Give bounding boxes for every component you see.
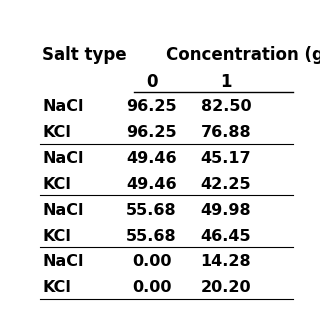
Text: KCl: KCl <box>43 228 71 244</box>
Text: NaCl: NaCl <box>43 99 84 114</box>
Text: 76.88: 76.88 <box>201 125 251 140</box>
Text: 55.68: 55.68 <box>126 228 177 244</box>
Text: Concentration (g: Concentration (g <box>166 46 320 64</box>
Text: KCl: KCl <box>43 177 71 192</box>
Text: 49.46: 49.46 <box>126 177 177 192</box>
Text: KCl: KCl <box>43 280 71 295</box>
Text: 0.00: 0.00 <box>132 254 171 269</box>
Text: 42.25: 42.25 <box>201 177 251 192</box>
Text: 55.68: 55.68 <box>126 203 177 218</box>
Text: 14.28: 14.28 <box>201 254 251 269</box>
Text: NaCl: NaCl <box>43 151 84 166</box>
Text: 0: 0 <box>146 73 157 91</box>
Text: 0.00: 0.00 <box>132 280 171 295</box>
Text: 1: 1 <box>220 73 232 91</box>
Text: NaCl: NaCl <box>43 203 84 218</box>
Text: Salt type: Salt type <box>43 46 127 64</box>
Text: 20.20: 20.20 <box>201 280 251 295</box>
Text: NaCl: NaCl <box>43 254 84 269</box>
Text: 46.45: 46.45 <box>201 228 251 244</box>
Text: 96.25: 96.25 <box>126 125 177 140</box>
Text: 49.98: 49.98 <box>201 203 251 218</box>
Text: 49.46: 49.46 <box>126 151 177 166</box>
Text: KCl: KCl <box>43 125 71 140</box>
Text: 45.17: 45.17 <box>201 151 251 166</box>
Text: 82.50: 82.50 <box>201 99 251 114</box>
Text: 96.25: 96.25 <box>126 99 177 114</box>
